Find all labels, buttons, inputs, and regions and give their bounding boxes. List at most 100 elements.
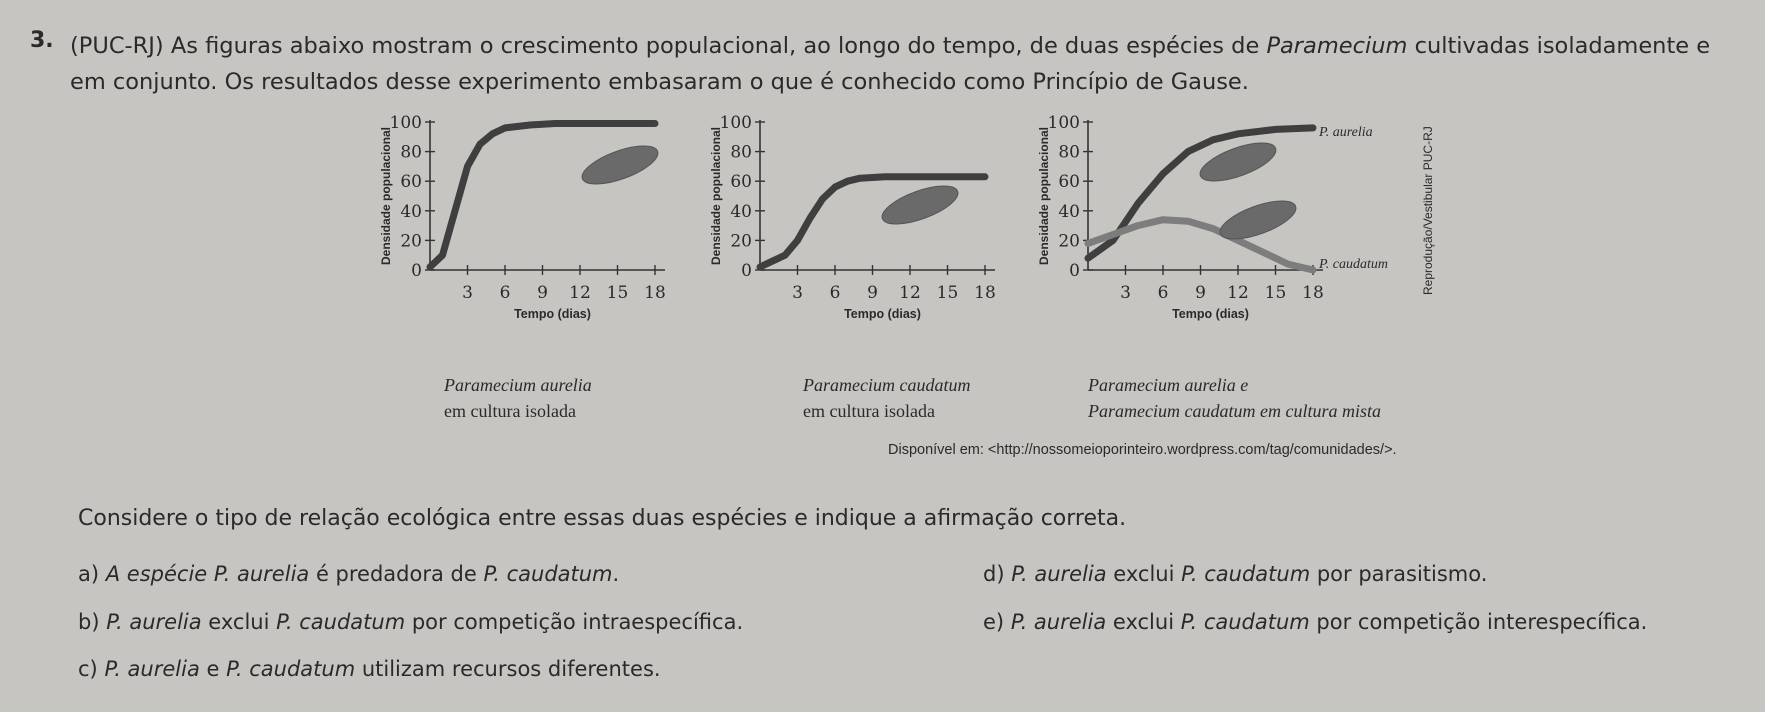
paramecium-illustration <box>1199 142 1277 182</box>
option-a-end: . <box>612 562 620 586</box>
caption-1-line2: em cultura isolada <box>444 401 576 421</box>
option-d-rest: exclui <box>1106 562 1182 586</box>
option-b[interactable]: b) P. aurelia exclui P. caudatum por com… <box>78 610 743 634</box>
question-number: 3. <box>30 28 54 53</box>
paramecium-illustration <box>1219 200 1297 240</box>
chart-caudatum-isolated: Densidade populacional 0 20 40 60 80 100 3 6 9 12 1… <box>709 113 996 321</box>
y-tick-label: 20 <box>1058 231 1080 251</box>
y-tick-label: 80 <box>400 143 422 163</box>
x-tick-label: 6 <box>830 283 841 303</box>
y-tick-label: 80 <box>730 143 752 163</box>
option-e-italic2: P. caudatum <box>1180 610 1310 634</box>
y-tick-label: 100 <box>390 113 422 133</box>
y-tick-label: 0 <box>1069 261 1080 281</box>
series-line <box>1084 216 1317 274</box>
paramecium-illustration <box>581 145 659 185</box>
option-c-italic1: P. aurelia <box>104 657 200 681</box>
y-tick-label: 40 <box>400 202 422 222</box>
option-c-end: utilizam recursos diferentes. <box>355 657 661 681</box>
question-text-part1: (PUC-RJ) As figuras abaixo mostram o cre… <box>70 33 1267 59</box>
y-tick-label: 40 <box>730 202 752 222</box>
x-tick-label: 9 <box>537 283 548 303</box>
option-a[interactable]: a) A espécie P. aurelia é predadora de P… <box>78 562 619 586</box>
chart-aurelia-isolated: Densidade populacional 0 20 40 60 80 100 3 6 9 12 1… <box>379 113 666 321</box>
y-tick-label: 60 <box>1058 172 1080 192</box>
option-d-letter: d) <box>983 562 1005 586</box>
x-tick-label: 18 <box>644 283 666 303</box>
option-c-letter: c) <box>78 657 98 681</box>
option-a-italic1: A espécie P. aurelia <box>105 562 310 586</box>
option-a-letter: a) <box>78 562 100 586</box>
y-tick-label: 100 <box>1048 113 1080 133</box>
option-d-end: por parasitismo. <box>1310 562 1488 586</box>
x-tick-label: 12 <box>569 283 591 303</box>
option-c-italic2: P. caudatum <box>226 657 356 681</box>
option-b-italic1: P. aurelia <box>106 610 202 634</box>
option-b-end: por competição intraespecífica. <box>405 610 744 634</box>
series-label: P. caudatum <box>1318 257 1388 272</box>
y-tick-label: 80 <box>1058 143 1080 163</box>
y-tick-label: 0 <box>741 261 752 281</box>
option-c[interactable]: c) P. aurelia e P. caudatum utilizam rec… <box>78 657 661 681</box>
caption-2-line1: Paramecium caudatum <box>803 375 971 395</box>
x-tick-label: 9 <box>1195 283 1206 303</box>
series-label: P. aurelia <box>1318 125 1373 140</box>
x-tick-label: 3 <box>1120 283 1131 303</box>
y-axis-label: Densidade populacional <box>379 127 393 265</box>
x-tick-label: 15 <box>607 283 629 303</box>
caption-chart-1: Paramecium aurelia em cultura isolada <box>444 372 592 424</box>
x-tick-label: 6 <box>1158 283 1169 303</box>
series-line <box>756 173 989 271</box>
option-d[interactable]: d) P. aurelia exclui P. caudatum por par… <box>983 562 1487 586</box>
x-tick-label: 3 <box>792 283 803 303</box>
x-tick-label: 6 <box>500 283 511 303</box>
option-d-italic1: P. aurelia <box>1011 562 1107 586</box>
option-b-letter: b) <box>78 610 100 634</box>
option-e-rest: exclui <box>1106 610 1181 634</box>
side-credit: Reprodução/Vestibular PUC-RJ <box>1421 126 1435 295</box>
y-axis-label: Densidade populacional <box>709 127 723 265</box>
caption-chart-3: Paramecium aurelia e Paramecium caudatum… <box>1088 372 1381 424</box>
caption-3-line1: Paramecium aurelia e <box>1088 375 1249 395</box>
y-axis-label: Densidade populacional <box>1037 127 1051 265</box>
series-line <box>1084 124 1317 262</box>
option-e-italic1: P. aurelia <box>1010 610 1107 634</box>
caption-2-line2: em cultura isolada <box>803 401 935 421</box>
x-tick-label: 18 <box>1302 283 1324 303</box>
option-b-italic2: P. caudatum <box>276 610 406 634</box>
y-tick-label: 0 <box>411 261 422 281</box>
y-tick-label: 40 <box>1058 202 1080 222</box>
chart-mixed-culture: Densidade populacional 0 20 40 60 80 100 3 6 9 12 1… <box>1037 113 1388 321</box>
option-d-italic2: P. caudatum <box>1181 562 1311 586</box>
x-tick-label: 15 <box>1265 283 1287 303</box>
option-c-rest: e <box>199 657 227 681</box>
caption-3-line2: Paramecium caudatum em cultura mista <box>1088 401 1381 421</box>
x-tick-label: 12 <box>899 283 921 303</box>
x-axis-label: Tempo (dias) <box>514 307 591 321</box>
source-citation: Disponível em: <http://nossomeioporintei… <box>888 442 1397 458</box>
y-tick-label: 20 <box>730 231 752 251</box>
x-axis-label: Tempo (dias) <box>1172 307 1249 321</box>
caption-1-line1: Paramecium aurelia <box>444 375 592 395</box>
paramecium-illustration <box>881 185 959 225</box>
x-tick-label: 9 <box>867 283 878 303</box>
question-stem: Considere o tipo de relação ecológica en… <box>78 506 1127 531</box>
x-axis-label: Tempo (dias) <box>844 307 921 321</box>
option-e-letter: e) <box>983 610 1005 634</box>
y-tick-label: 100 <box>720 113 752 133</box>
x-tick-label: 3 <box>462 283 473 303</box>
question-text: (PUC-RJ) As figuras abaixo mostram o cre… <box>70 28 1740 100</box>
option-a-italic2: P. caudatum <box>483 562 613 586</box>
x-tick-label: 15 <box>937 283 959 303</box>
option-a-rest: é predadora de <box>309 562 484 586</box>
question-text-genus: Paramecium <box>1266 33 1408 59</box>
option-b-rest: exclui <box>201 610 277 634</box>
question-text-part2: cultivadas isoladamente e em conjunto. O… <box>70 33 1711 95</box>
y-tick-label: 60 <box>400 172 422 192</box>
option-e-end: por competição interespecífica. <box>1309 610 1648 634</box>
caption-chart-2: Paramecium caudatum em cultura isolada <box>803 372 970 424</box>
side-credit-text: Reprodução/Vestibular PUC-RJ <box>1421 126 1435 295</box>
x-tick-label: 12 <box>1227 283 1249 303</box>
option-e[interactable]: e) P. aurelia exclui P. caudatum por com… <box>983 610 1647 634</box>
y-tick-label: 60 <box>730 172 752 192</box>
